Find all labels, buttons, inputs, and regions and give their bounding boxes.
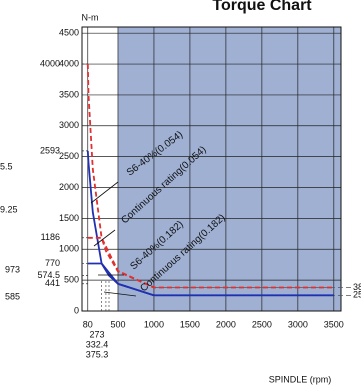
cropped-label: 9.25 — [0, 204, 18, 214]
y-value-label: 574.5 — [37, 270, 60, 280]
cropped-label: 5.5 — [0, 161, 13, 171]
y-tick-label: 1000 — [59, 244, 79, 254]
y-tick-label: 3500 — [59, 89, 79, 99]
right-value-label: 380.4 — [353, 282, 361, 292]
y-tick-label: 4000 — [59, 58, 79, 68]
y-value-label: 441 — [45, 278, 60, 288]
y-tick-label: 0 — [74, 305, 79, 315]
x-tick-label: 2500 — [252, 319, 272, 329]
y-tick-label: 2500 — [59, 151, 79, 161]
x-value-label: 273 — [89, 329, 104, 339]
leader-line — [93, 229, 116, 247]
x-tick-label: 3500 — [324, 319, 344, 329]
x-tick-label: 1500 — [180, 319, 200, 329]
y-axis-label: N-m — [82, 12, 99, 22]
x-tick-label: 80 — [83, 319, 93, 329]
x-tick-label: 2000 — [216, 319, 236, 329]
x-value-label: 375.3 — [86, 349, 109, 359]
y-tick-label: 4500 — [59, 28, 79, 38]
y-value-label: 770 — [45, 258, 60, 268]
y-tick-label: 2000 — [59, 182, 79, 192]
right-value-label: 253.6 — [353, 290, 361, 300]
x-axis-label: SPINDLE (rpm) — [269, 374, 332, 384]
leader-line — [103, 291, 137, 297]
y-value-label: 2593 — [40, 145, 60, 155]
series-line — [87, 236, 155, 289]
shaded-region — [117, 27, 341, 311]
y-value-label: 4000 — [40, 58, 60, 68]
cropped-label: 585 — [5, 291, 20, 301]
cropped-label: 973 — [5, 264, 20, 274]
y-tick-label: 500 — [64, 275, 79, 285]
x-value-label: 332.4 — [86, 339, 109, 349]
x-tick-label: 500 — [110, 319, 125, 329]
x-tick-label: 3000 — [288, 319, 308, 329]
y-tick-label: 3000 — [59, 120, 79, 130]
y-tick-label: 1500 — [59, 213, 79, 223]
series-line — [87, 262, 155, 297]
leader-line — [90, 181, 119, 204]
plot-frame — [81, 26, 342, 312]
chart-title: Torque Chart — [212, 0, 312, 14]
x-tick-label: 1000 — [144, 319, 164, 329]
y-value-label: 1186 — [41, 232, 60, 242]
